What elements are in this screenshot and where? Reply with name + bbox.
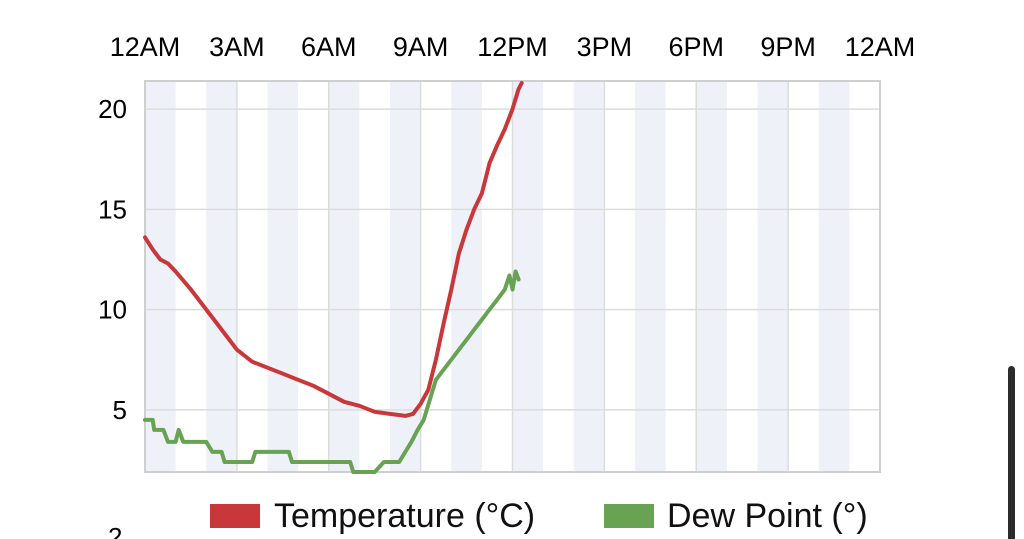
x-tick-label: 3AM [209,32,265,62]
hour-band [328,81,360,472]
y-tick-label: 10 [98,295,127,325]
temperature-line [143,81,524,418]
x-tick-label: 9AM [393,32,449,62]
y-tick-label: 15 [98,194,127,224]
hour-band [145,81,176,472]
y-axis-tick-labels: 20 15 10 5 [98,94,127,425]
legend-swatch[interactable] [604,504,654,528]
y-tick-label: 20 [98,94,127,124]
legend-label[interactable]: Temperature (°C) [274,497,535,535]
dew-point-line [143,269,521,474]
hour-band [573,81,605,472]
hour-band [451,81,482,472]
hour-band [635,81,666,472]
hour-band [390,81,421,472]
hour-band [757,81,789,472]
hour-band [818,81,850,472]
x-tick-label: 3PM [577,32,633,62]
x-axis-tick-labels: 12AM 3AM 6AM 9AM 12PM 3PM 6PM 9PM 12AM [110,32,916,62]
hour-band [696,81,727,472]
x-tick-label: 12PM [477,32,548,62]
legend-swatch[interactable] [210,504,260,528]
legend-label[interactable]: Dew Point (°) [667,497,868,535]
scrollbar[interactable] [1008,366,1015,539]
hour-band [267,81,299,472]
x-tick-label: 9PM [760,32,816,62]
cutoff-axis-label: 2 [108,522,123,539]
plot-frame [144,80,881,473]
x-tick-label: 6PM [668,32,724,62]
chart-background-bands [145,81,850,472]
hour-band [206,81,237,472]
chart-series-lines [143,81,524,474]
x-tick-label: 6AM [301,32,357,62]
y-tick-label: 5 [113,395,127,425]
chart-legend[interactable]: Temperature (°C) Dew Point (°) [210,497,868,535]
x-tick-label: 12AM [110,32,181,62]
x-tick-label: 12AM [845,32,916,62]
